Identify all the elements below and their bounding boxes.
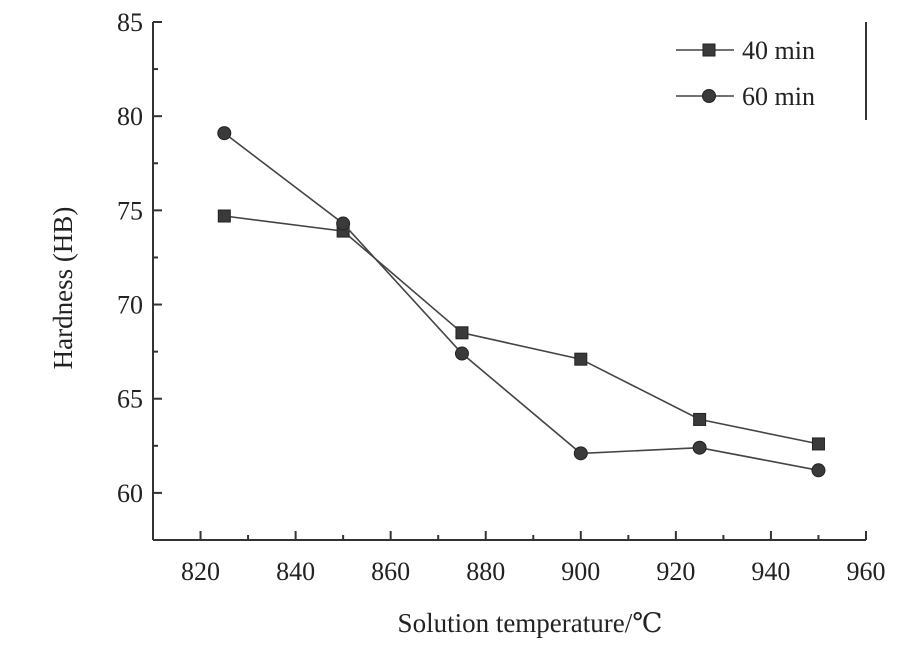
data-point-circle — [454, 346, 469, 361]
y-tick-label: 75 — [117, 196, 143, 225]
y-axis-title: Hardness (HB) — [48, 207, 78, 370]
x-tick-label: 880 — [466, 557, 505, 586]
series-line — [223, 132, 819, 472]
legend-item: 60 min — [676, 82, 815, 111]
y-tick-label: 85 — [117, 8, 143, 37]
legend-label: 40 min — [742, 36, 815, 65]
x-tick-label: 840 — [276, 557, 315, 586]
axes: 820 840 860 880 900 920 940 960 60 65 70 75 80 85 — [117, 8, 886, 586]
x-tick-label: 960 — [847, 557, 886, 586]
series-40-min — [217, 209, 825, 451]
y-tick-label: 80 — [117, 102, 143, 131]
series-60-min — [217, 126, 826, 478]
data-point-square — [217, 209, 231, 223]
x-tick-label: 900 — [561, 557, 600, 586]
legend-item: 40 min — [676, 36, 815, 65]
legend-label: 60 min — [742, 82, 815, 111]
series-layer — [217, 126, 826, 478]
data-point-circle — [336, 216, 351, 231]
series-line — [224, 215, 819, 445]
legend: 40 min 60 min — [676, 36, 815, 111]
x-tick-label: 860 — [371, 557, 410, 586]
y-tick-label: 60 — [117, 479, 143, 508]
x-tick-label: 920 — [656, 557, 695, 586]
data-point-circle — [811, 463, 826, 478]
x-axis-title: Solution temperature/℃ — [398, 608, 663, 638]
data-point-square — [455, 326, 469, 340]
legend-marker-circle — [702, 89, 716, 103]
data-point-square — [693, 412, 707, 426]
data-point-circle — [692, 440, 707, 455]
data-point-circle — [573, 446, 588, 461]
y-tick-label: 70 — [117, 291, 143, 320]
data-point-circle — [217, 126, 232, 141]
data-point-square — [811, 437, 825, 451]
legend-marker-square — [702, 43, 716, 57]
x-tick-label: 820 — [181, 557, 220, 586]
data-point-square — [574, 352, 588, 366]
x-tick-label: 940 — [751, 557, 790, 586]
y-tick-label: 65 — [117, 385, 143, 414]
